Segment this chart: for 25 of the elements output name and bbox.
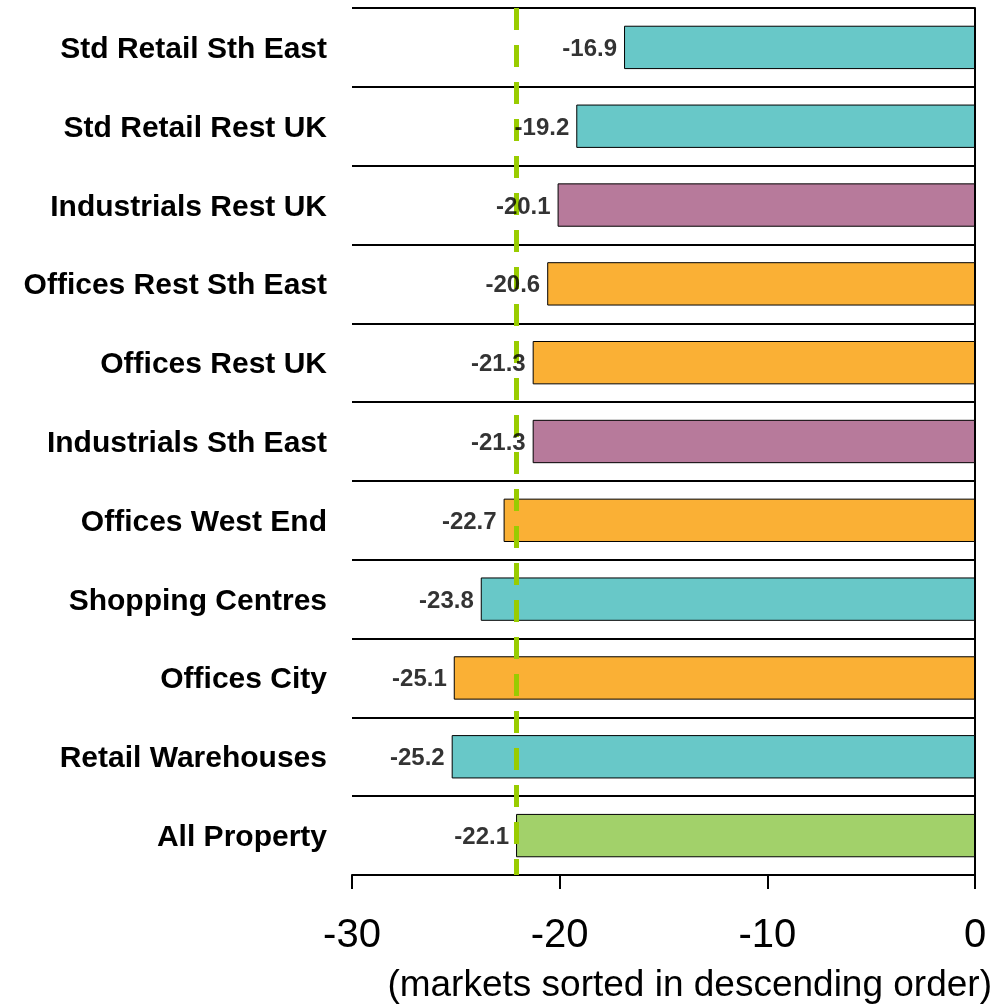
y-tick-label: All Property [156, 819, 328, 853]
data-label: -20.6 [485, 270, 541, 298]
x-tick-label: -30 [323, 911, 381, 955]
data-label: -21.3 [470, 349, 526, 377]
x-tick-label: -20 [530, 911, 589, 955]
x-axis-title: (markets sorted in descending order) [387, 963, 992, 1004]
y-tick-label: Offices West End [80, 503, 327, 537]
y-tick-label: Std Retail Sth East [60, 30, 328, 64]
y-tick-label: Industrials Sth East [46, 425, 327, 458]
y-tick-label: Std Retail Rest UK [63, 109, 328, 143]
y-tick-label: Retail Warehouses [59, 740, 327, 774]
data-label: -22.7 [441, 506, 497, 534]
y-tick-label: Shopping Centres [68, 582, 327, 616]
y-tick-label: Offices Rest UK [100, 346, 328, 380]
y-tick-label: Industrials Rest UK [50, 188, 328, 222]
x-tick-label: -10 [738, 911, 797, 955]
x-tick-label: 0 [963, 911, 987, 955]
data-label: -22.1 [454, 822, 510, 850]
data-label: -25.1 [392, 664, 447, 692]
y-tick-label: Offices City [160, 661, 328, 695]
data-label: -23.8 [419, 585, 474, 613]
data-label: -25.2 [389, 743, 445, 771]
data-label: -16.9 [562, 33, 618, 61]
y-tick-label: Offices Rest Sth East [23, 267, 327, 301]
data-label: -21.3 [470, 428, 526, 455]
